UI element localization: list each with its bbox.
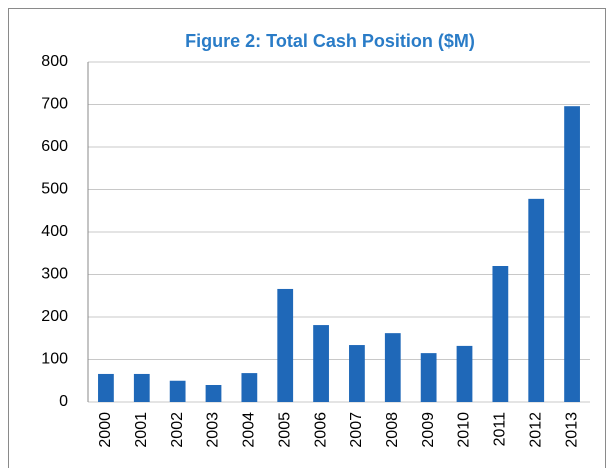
bar xyxy=(492,266,509,402)
y-tick-label: 400 xyxy=(41,223,68,240)
x-tick-label: 2000 xyxy=(97,412,114,448)
bar xyxy=(564,106,580,402)
x-tick-label: 2010 xyxy=(456,412,473,448)
bar xyxy=(384,333,401,402)
x-tick-label: 2011 xyxy=(492,412,509,447)
y-tick-label: 600 xyxy=(41,138,68,155)
x-tick-label: 2004 xyxy=(241,412,258,448)
bar xyxy=(133,373,150,402)
x-tick-label: 2006 xyxy=(312,412,329,448)
bar xyxy=(349,345,365,402)
bar xyxy=(205,385,222,402)
x-tick-label: 2002 xyxy=(169,412,186,448)
bar xyxy=(456,345,473,402)
x-tick-label: 2001 xyxy=(133,412,150,448)
y-tick-label: 300 xyxy=(41,266,68,283)
bar xyxy=(313,325,329,402)
x-tick-label: 2007 xyxy=(348,412,365,448)
bar xyxy=(277,288,294,402)
y-tick-label: 700 xyxy=(41,96,68,113)
bar xyxy=(241,373,258,402)
bar xyxy=(420,353,437,402)
x-tick-label: 2003 xyxy=(205,412,222,448)
chart-title: Figure 2: Total Cash Position ($M) xyxy=(185,31,475,51)
y-tick-label: 800 xyxy=(41,53,68,70)
bar xyxy=(169,380,186,402)
x-tick-label: 2013 xyxy=(563,412,580,448)
x-tick-label: 2009 xyxy=(420,412,437,448)
bar xyxy=(98,373,114,402)
y-tick-label: 500 xyxy=(41,181,68,198)
y-tick-label: 200 xyxy=(41,308,68,325)
y-tick-label: 100 xyxy=(41,351,68,368)
bar xyxy=(528,198,545,402)
x-tick-label: 2008 xyxy=(384,412,401,448)
x-tick-label: 2005 xyxy=(276,412,293,448)
y-tick-label: 0 xyxy=(59,393,68,410)
x-tick-label: 2012 xyxy=(527,412,544,448)
